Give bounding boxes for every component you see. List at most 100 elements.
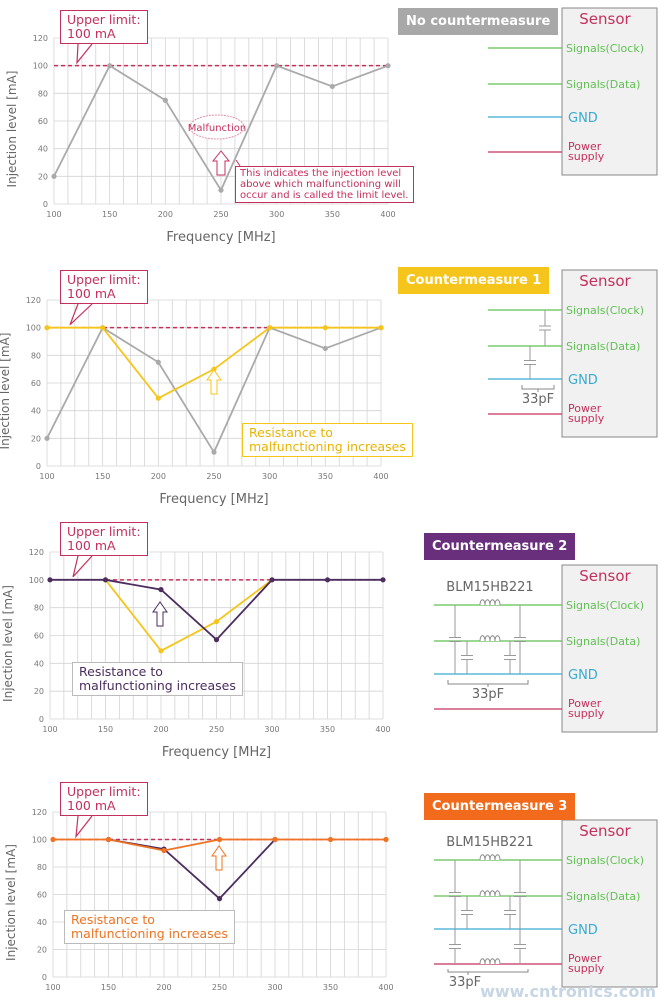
data-point xyxy=(51,173,57,179)
upper-limit-callout: Upper limit: 100 mA xyxy=(60,270,148,304)
circuit-1 xyxy=(488,7,658,176)
power-label: Power xyxy=(568,402,602,415)
power-label: Power xyxy=(568,140,602,153)
y-tick-label: 60 xyxy=(37,891,47,900)
clock-label: Signals(Clock) xyxy=(566,599,644,612)
data-point xyxy=(329,83,335,90)
x-tick-label: 300 xyxy=(269,210,284,219)
data-point xyxy=(216,896,223,902)
x-tick-label: 150 xyxy=(102,210,117,219)
y-tick-label: 120 xyxy=(26,296,41,305)
y-tick-label: 80 xyxy=(34,604,44,613)
data-point xyxy=(385,63,391,69)
y-tick-label: 80 xyxy=(31,351,41,360)
circuit-3 xyxy=(434,564,658,733)
sensor-box xyxy=(561,564,658,733)
chart-2 xyxy=(44,299,384,467)
y-tick-label: 0 xyxy=(36,462,41,471)
y-tick-label: 40 xyxy=(31,407,41,416)
data-point xyxy=(155,359,161,365)
clock-label: Signals(Clock) xyxy=(566,854,644,867)
y-tick-label: 20 xyxy=(37,946,47,955)
data-point xyxy=(267,325,273,331)
y-tick-label: 80 xyxy=(37,863,47,872)
part-number-label: BLM15HB221 xyxy=(446,835,533,850)
data-point xyxy=(100,325,106,331)
data-point xyxy=(213,637,220,643)
power-label: supply xyxy=(568,707,605,720)
x-tick-label: 150 xyxy=(101,983,116,992)
x-tick-label: 350 xyxy=(320,725,335,734)
x-tick-label: 400 xyxy=(378,983,393,992)
callout-pointer xyxy=(69,303,93,326)
cap-bracket xyxy=(521,385,555,392)
x-tick-label: 350 xyxy=(318,472,333,481)
sensor-title: Sensor xyxy=(579,272,631,290)
data-point xyxy=(322,325,328,331)
data-point xyxy=(216,836,223,843)
upper-limit-callout: Upper limit: 100 mA xyxy=(60,522,148,556)
countermeasure-badge: Countermeasure 2 xyxy=(424,533,576,560)
x-tick-label: 400 xyxy=(375,725,390,734)
y-axis-label: Injection level [mA] xyxy=(1,585,15,702)
data-label: Signals(Data) xyxy=(566,78,640,91)
y-axis-label: Injection level [mA] xyxy=(5,71,19,188)
data-point xyxy=(211,449,217,455)
capacitance-label: 33pF xyxy=(449,975,481,990)
inductor-icon xyxy=(479,599,501,606)
y-tick-label: 0 xyxy=(42,973,47,982)
y-tick-label: 60 xyxy=(31,379,41,388)
part-number-label: BLM15HB221 xyxy=(446,580,533,595)
sensor-title: Sensor xyxy=(579,822,631,840)
data-point xyxy=(213,618,220,625)
cap-bracket xyxy=(447,969,529,975)
data-point xyxy=(378,325,384,331)
x-tick-label: 400 xyxy=(373,472,388,481)
y-tick-label: 60 xyxy=(38,117,48,126)
countermeasure-badge: No countermeasure xyxy=(398,8,559,35)
data-point xyxy=(105,836,112,843)
data-point xyxy=(50,836,56,843)
x-axis-label: Frequency [MHz] xyxy=(162,745,271,760)
data-point xyxy=(44,435,50,441)
clock-label: Signals(Clock) xyxy=(566,42,644,55)
x-tick-label: 100 xyxy=(45,983,60,992)
y-tick-label: 20 xyxy=(38,172,48,181)
data-point xyxy=(274,63,280,69)
data-point xyxy=(162,97,168,103)
up-arrow-icon xyxy=(152,601,168,627)
inductor-icon xyxy=(479,958,501,965)
sensor-box xyxy=(561,7,658,176)
data-point xyxy=(272,836,278,843)
x-axis-label: Frequency [MHz] xyxy=(166,230,275,245)
inductor-icon xyxy=(479,635,501,642)
y-tick-label: 80 xyxy=(38,89,48,98)
data-point xyxy=(47,577,53,583)
x-tick-label: 250 xyxy=(213,210,228,219)
clock-label: Signals(Clock) xyxy=(566,304,644,317)
x-tick-label: 400 xyxy=(380,210,395,219)
limit-level-note: This indicates the injection level above… xyxy=(235,166,414,203)
data-label: Signals(Data) xyxy=(566,340,640,353)
data-point xyxy=(44,325,50,331)
y-axis-label: Injection level [mA] xyxy=(0,333,12,450)
data-point xyxy=(107,63,113,69)
data-point xyxy=(380,577,386,583)
sensor-box xyxy=(561,819,658,988)
power-label: supply xyxy=(568,962,605,975)
x-tick-label: 200 xyxy=(153,725,168,734)
sensor-box xyxy=(561,269,658,438)
capacitance-label: 33pF xyxy=(522,392,554,407)
sensor-title: Sensor xyxy=(579,10,631,28)
data-label: Signals(Data) xyxy=(566,635,640,648)
callout-pointer xyxy=(76,43,93,65)
up-arrow-icon xyxy=(211,845,227,871)
up-arrow-icon xyxy=(211,150,231,176)
power-label: Power xyxy=(568,952,602,965)
countermeasure-badge: Countermeasure 1 xyxy=(398,267,550,294)
up-arrow-icon xyxy=(206,369,222,395)
y-tick-label: 40 xyxy=(34,659,44,668)
data-point xyxy=(158,648,164,654)
gnd-label: GND xyxy=(568,111,598,126)
